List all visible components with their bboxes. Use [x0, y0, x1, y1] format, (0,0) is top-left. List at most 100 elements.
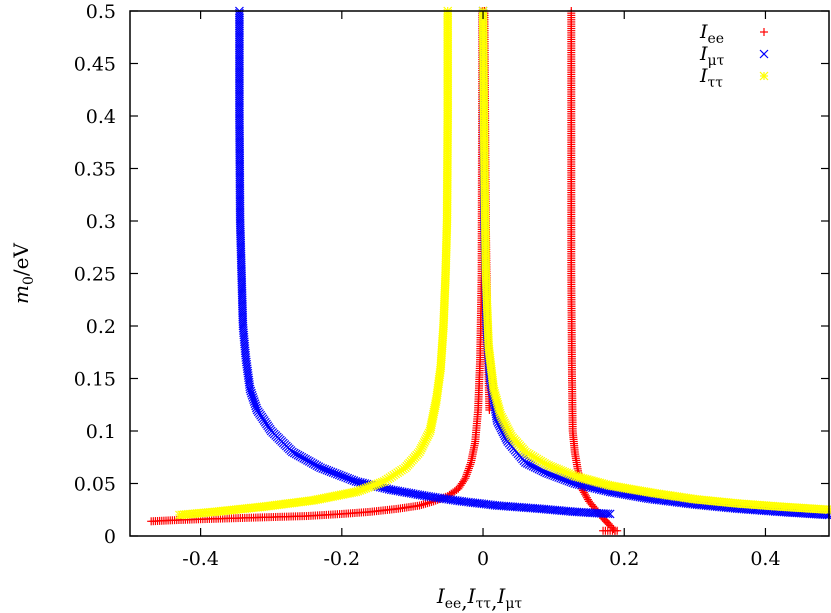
data-point-I-μτ	[235, 30, 244, 40]
data-point-I-μτ	[235, 50, 244, 60]
data-point-I-μτ	[235, 83, 244, 92]
data-point-I-ee	[464, 466, 473, 475]
data-point-I-μτ	[235, 122, 244, 132]
data-point-I-μτ	[235, 26, 244, 36]
data-point-I-μτ	[235, 142, 245, 152]
data-point-I-μτ	[235, 43, 244, 53]
y-tick-label: 0.15	[74, 369, 116, 391]
data-point-I-μτ	[235, 39, 244, 49]
data-point-I-μτ	[235, 19, 244, 29]
data-point-I-ee	[613, 526, 622, 535]
data-point-I-μτ	[235, 148, 245, 158]
data-point-I-μτ	[235, 24, 244, 33]
data-point-I-μτ	[235, 210, 245, 219]
y-tick-label: 0.45	[74, 54, 116, 76]
data-point-I-μτ	[235, 133, 245, 143]
data-point-I-ee	[609, 525, 618, 533]
data-point-I-μτ	[235, 80, 244, 90]
x-axis-label: Iee,Iττ,Iμτ	[436, 584, 523, 613]
y-tick-label: 0.3	[86, 211, 116, 233]
data-point-I-μτ	[235, 157, 245, 167]
data-point-I-μτ	[235, 129, 244, 138]
data-point-I-μτ	[235, 172, 245, 182]
data-point-I-μτ	[235, 100, 244, 110]
data-point-I-μτ	[235, 21, 244, 31]
data-point-I-μτ	[235, 48, 244, 57]
y-tick-label: 0.4	[86, 106, 116, 128]
data-point-I-μτ	[235, 41, 244, 51]
data-point-I-μτ	[235, 72, 244, 82]
data-point-I-ee	[584, 497, 593, 506]
y-tick-label: 0.5	[86, 1, 116, 23]
data-point-I-μτ	[235, 166, 245, 176]
data-point-I-μτ	[235, 52, 244, 62]
data-point-I-ee	[461, 474, 470, 483]
data-point-I-μτ	[235, 124, 244, 134]
legend-label: Iττ	[699, 65, 723, 91]
data-point-I-μτ	[235, 89, 244, 99]
data-point-I-μτ	[235, 126, 244, 136]
data-point-I-μτ	[235, 161, 245, 171]
data-point-I-μτ	[235, 192, 245, 202]
data-point-I-μτ	[235, 164, 245, 173]
data-point-I-μτ	[235, 91, 244, 101]
data-point-I-ee	[583, 495, 592, 504]
legend-label: Iμτ	[699, 43, 725, 69]
data-point-I-μτ	[235, 78, 244, 88]
data-point-I-μτ	[235, 168, 245, 178]
data-point-I-μτ	[235, 131, 244, 141]
x-tick-label: -0.4	[182, 548, 219, 570]
data-marks	[147, 6, 831, 535]
data-point-I-μτ	[235, 37, 244, 47]
data-point-I-μτ	[235, 63, 244, 73]
data-point-I-μτ	[235, 111, 244, 121]
data-point-I-μτ	[235, 56, 244, 66]
series-cross	[235, 6, 831, 520]
data-point-I-μτ	[235, 59, 244, 68]
data-point-I-μτ	[235, 185, 245, 195]
data-point-I-ee	[580, 490, 589, 499]
x-tick-label: 0.4	[750, 548, 780, 570]
y-tick-label: 0.25	[74, 264, 116, 286]
data-point-I-μτ	[235, 76, 244, 86]
data-point-I-μτ	[235, 65, 244, 75]
data-point-I-μτ	[235, 194, 245, 204]
data-point-I-ee	[464, 464, 473, 473]
data-point-I-ee	[581, 491, 590, 500]
x-tick-labels: -0.4 -0.2 0 0.2 0.4	[182, 548, 780, 570]
data-point-I-μτ	[235, 214, 245, 224]
data-point-I-μτ	[235, 118, 244, 127]
data-point-I-μτ	[235, 94, 244, 103]
data-point-I-μτ	[235, 70, 244, 79]
data-point-I-μτ	[235, 10, 244, 20]
data-point-I-μτ	[235, 113, 244, 123]
data-point-I-ee	[579, 488, 588, 497]
data-point-I-μτ	[235, 175, 245, 184]
legend-label: Iee	[699, 21, 724, 47]
axis-ticks	[130, 10, 829, 537]
data-point-I-μτ	[235, 181, 245, 191]
data-point-I-μτ	[235, 201, 245, 211]
data-point-I-μτ	[235, 135, 245, 145]
data-point-I-μτ	[235, 203, 245, 213]
data-point-I-μτ	[235, 32, 244, 42]
data-point-I-μτ	[235, 190, 245, 200]
data-point-I-μτ	[235, 15, 244, 25]
x-tick-label: 0	[477, 548, 489, 570]
data-point-I-μτ	[235, 137, 245, 147]
series-star	[174, 6, 831, 520]
y-tick-labels: 0 0.05 0.1 0.15 0.2 0.25 0.3 0.35 0.4 0.45 0.5	[74, 1, 116, 548]
data-point-I-μτ	[235, 28, 244, 38]
data-point-I-ee	[465, 462, 474, 471]
data-point-I-μτ	[235, 212, 245, 222]
y-tick-label: 0.1	[86, 421, 116, 443]
data-point-I-ee	[462, 470, 471, 479]
y-tick-label: 0.35	[74, 159, 116, 181]
data-point-I-μτ	[235, 140, 245, 149]
data-point-I-μτ	[235, 155, 245, 165]
legend-marker	[759, 71, 769, 81]
series-plus	[147, 7, 622, 535]
data-point-I-μτ	[235, 205, 245, 215]
data-point-I-μτ	[235, 96, 244, 106]
